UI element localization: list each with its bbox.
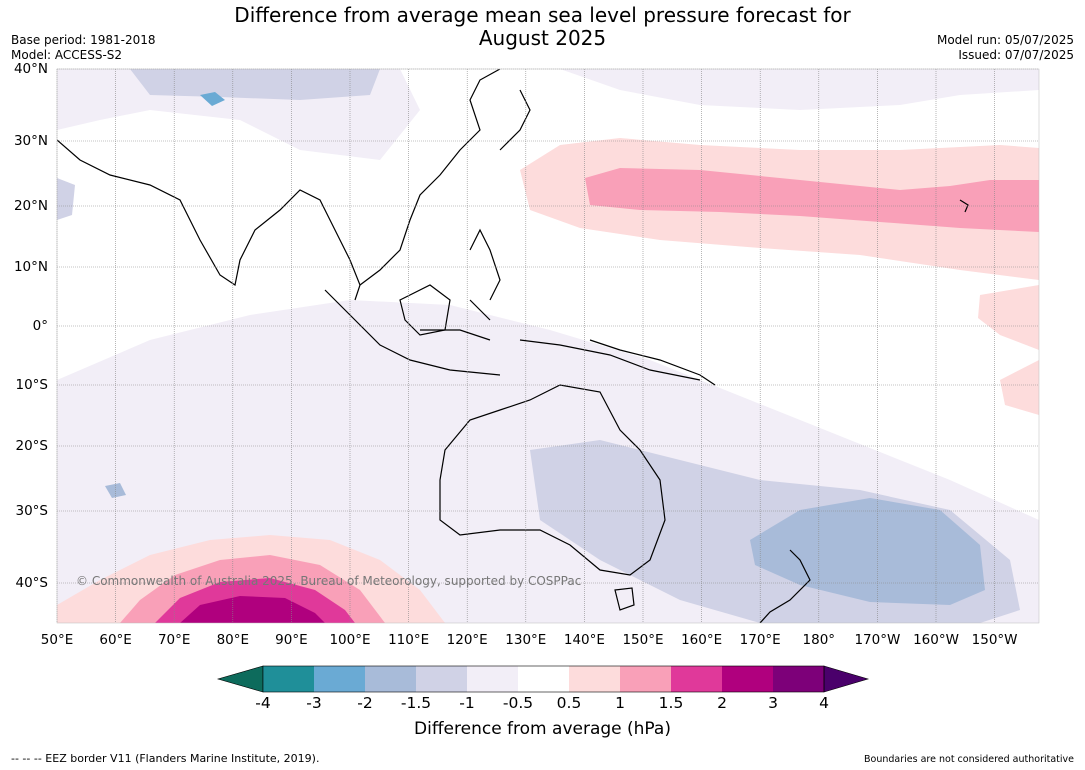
meta-right: Model run: 05/07/2025 Issued: 07/07/2025 xyxy=(937,33,1074,63)
lon-label: 110°E xyxy=(388,632,430,648)
title-line-1: Difference from average mean sea level p… xyxy=(234,3,851,27)
lon-label: 60°E xyxy=(99,632,132,648)
lat-label: 10°N xyxy=(13,259,48,275)
lat-label: 20°N xyxy=(13,198,48,214)
lon-label: 140°E xyxy=(563,632,605,648)
coastline-borneo xyxy=(399,284,451,336)
model-run: Model run: 05/07/2025 xyxy=(936,33,1074,47)
anomaly-region-purple-indian xyxy=(180,596,325,623)
lon-label: 80°E xyxy=(216,632,250,648)
boundary-disclaimer: Boundaries are not considered authoritat… xyxy=(864,754,1074,765)
anomaly-region-pink-pacific-se xyxy=(1000,360,1039,415)
lat-label: 30°N xyxy=(13,133,48,149)
lon-label: 100°E xyxy=(329,632,371,648)
lon-label: 170°E xyxy=(739,632,781,648)
lon-label: 150°W xyxy=(971,632,1018,648)
coastline-arabia-india xyxy=(57,139,361,301)
anomaly-region-light-negative xyxy=(57,69,1039,110)
lon-label: 160°W xyxy=(913,632,959,648)
anomaly-region-pink-pacific-east xyxy=(978,285,1039,350)
colorbar-tick-label: -1 xyxy=(459,694,475,712)
anomaly-region-lavender-north xyxy=(130,69,380,100)
colorbar-tick-label: 3 xyxy=(768,694,778,712)
map-field xyxy=(57,69,1039,623)
chart-title: Difference from average mean sea level p… xyxy=(0,4,1085,50)
colorbar-tick-label: 1 xyxy=(615,694,625,712)
colorbar-label: Difference from average (hPa) xyxy=(414,719,671,739)
colorbar-tick-label: -0.5 xyxy=(502,694,534,712)
lat-label: 30°S xyxy=(15,503,49,519)
lat-label: 40°S xyxy=(15,575,49,591)
issued-date: Issued: 07/07/2025 xyxy=(958,48,1074,62)
anomaly-region-rose-pacific xyxy=(585,168,1039,232)
colorbar-tick-label: -4 xyxy=(255,694,271,712)
lon-label: 160°E xyxy=(681,632,723,648)
coastline-tasmania xyxy=(614,587,635,611)
colorbar-tick-label: 1.5 xyxy=(658,694,684,712)
lat-label: 40°N xyxy=(13,61,48,77)
colorbar-tick-label: -2 xyxy=(357,694,373,712)
eez-border-note: -- -- -- EEZ border V11 (Flanders Marine… xyxy=(11,752,320,765)
lon-label: 130°E xyxy=(505,632,547,648)
lat-label: 0° xyxy=(32,318,48,334)
colorbar-tick-label: -1.5 xyxy=(400,694,432,712)
copyright-notice: © Commonwealth of Australia 2025, Bureau… xyxy=(76,574,582,588)
coastline-indonesia xyxy=(324,289,701,381)
lon-label: 70°E xyxy=(157,632,191,648)
lon-label: 90°E xyxy=(275,632,308,648)
colorbar-tick-label: 0.5 xyxy=(556,694,582,712)
lat-label: 10°S xyxy=(15,377,49,393)
lat-label: 20°S xyxy=(15,438,49,454)
anomaly-region-bluegrey-small xyxy=(105,483,126,498)
coastlines xyxy=(57,69,969,623)
lon-label: 170°W xyxy=(854,632,901,648)
anomaly-region-blue-himalaya xyxy=(200,92,225,106)
lon-label: 50°E xyxy=(40,632,74,648)
colorbar-tick-label: -3 xyxy=(306,694,322,712)
colorbar-tick-label: 2 xyxy=(717,694,727,712)
anomaly-region-lavender-west xyxy=(57,178,75,220)
lon-label: 120°E xyxy=(446,632,488,648)
coastline-new-zealand xyxy=(759,549,811,623)
lon-label: 180° xyxy=(802,632,836,648)
meta-left: Base period: 1981-2018 Model: ACCESS-S2 xyxy=(11,33,156,63)
colorbar-tick-label: 4 xyxy=(819,694,829,712)
map-frame xyxy=(56,68,1040,624)
title-line-2: August 2025 xyxy=(478,26,607,50)
model-name: Model: ACCESS-S2 xyxy=(11,48,123,62)
coastline-australia xyxy=(439,384,666,576)
lon-label: 150°E xyxy=(622,632,664,648)
coastline-hawaii xyxy=(959,199,969,213)
coastline-japan xyxy=(499,89,531,151)
coastline-philippines xyxy=(469,228,501,301)
coastline-new-guinea xyxy=(589,339,716,386)
base-period: Base period: 1981-2018 xyxy=(11,33,156,47)
coastline-east-asia xyxy=(359,69,501,286)
